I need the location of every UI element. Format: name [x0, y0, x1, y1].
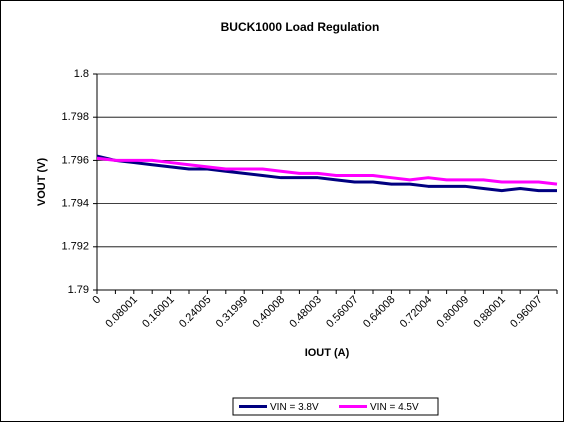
y-tick-label: 1.798: [61, 111, 89, 123]
chart-title: BUCK1000 Load Regulation: [221, 20, 380, 34]
y-tick-label: 1.794: [61, 198, 89, 210]
y-tick-label: 1.796: [61, 154, 89, 166]
data-line: [96, 154, 557, 193]
y-tick-label: 1.8: [74, 68, 89, 80]
x-axis-label: IOUT (A): [305, 347, 350, 359]
y-tick-label: 1.79: [68, 284, 89, 296]
data-line: [96, 156, 558, 186]
legend-label: VIN = 3.8V: [270, 402, 319, 413]
legend-box: [232, 397, 439, 416]
y-axis-label: VOUT (V): [36, 158, 48, 207]
y-tick-label: 1.792: [61, 241, 89, 253]
legend-label: VIN = 4.5V: [370, 402, 419, 413]
